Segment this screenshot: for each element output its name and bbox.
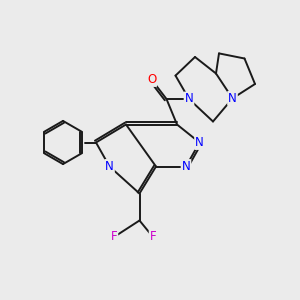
Text: N: N <box>195 136 204 149</box>
Text: N: N <box>228 92 237 105</box>
Text: N: N <box>182 160 190 173</box>
Text: N: N <box>105 160 114 173</box>
Text: O: O <box>147 73 156 86</box>
Text: F: F <box>150 230 156 244</box>
Text: F: F <box>111 230 117 244</box>
Text: N: N <box>184 92 194 106</box>
